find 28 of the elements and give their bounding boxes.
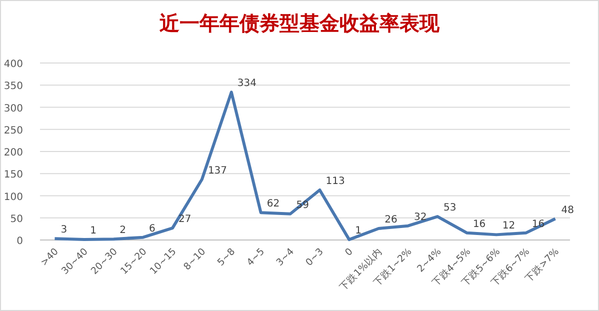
data-label: 26: [384, 214, 398, 226]
data-label: 27: [178, 214, 192, 226]
chart-title: 近一年年债券型基金收益率表现: [158, 11, 440, 35]
data-label: 62: [266, 198, 280, 210]
data-label: 137: [208, 165, 228, 176]
y-tick-label: 400: [4, 59, 23, 70]
y-tick-label: 50: [10, 214, 23, 225]
data-label: 32: [414, 212, 427, 223]
data-label: 6: [149, 223, 156, 234]
data-label: 1: [355, 226, 362, 237]
x-tick-label: 0: [343, 246, 356, 258]
line-series: [53, 90, 557, 242]
data-label: 3: [60, 224, 68, 236]
y-tick-label: 200: [4, 148, 23, 158]
data-label: 334: [237, 78, 256, 90]
data-label: 48: [561, 204, 574, 216]
data-label: 1: [90, 226, 97, 237]
y-tick-label: 350: [4, 81, 23, 92]
y-tick-label: 300: [4, 103, 23, 114]
y-tick-label: 100: [4, 192, 23, 203]
data-label: 2: [120, 225, 126, 236]
y-tick-label: 250: [4, 125, 23, 136]
y-tick-label: 150: [4, 170, 23, 181]
data-label: 12: [502, 220, 516, 232]
data-label: 16: [472, 218, 486, 230]
data-label: 53: [444, 202, 456, 214]
data-label: 113: [326, 176, 345, 187]
y-tick-label: 0: [16, 236, 23, 247]
